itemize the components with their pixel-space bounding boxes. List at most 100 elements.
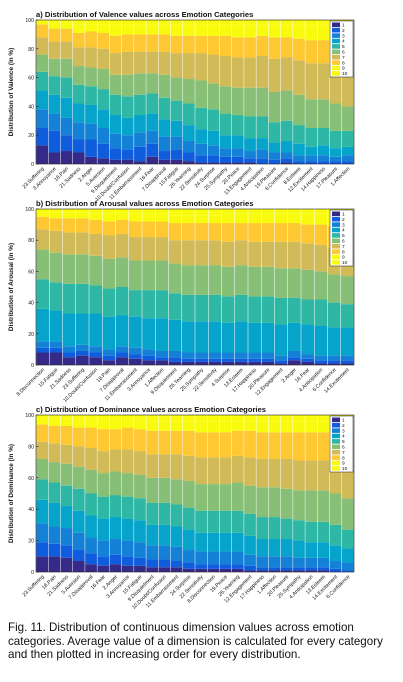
bar-segment xyxy=(182,321,195,353)
legend-label: 10 xyxy=(342,466,348,472)
bar-segment xyxy=(109,429,122,450)
bar-segment xyxy=(195,321,208,353)
bar-segment xyxy=(142,260,155,291)
bar-segment xyxy=(261,322,275,353)
bar-segment xyxy=(280,539,293,557)
bar-segment xyxy=(256,56,269,88)
bar-segment xyxy=(97,415,110,420)
bar-segment xyxy=(274,268,288,298)
bar-segment xyxy=(182,209,195,216)
legend-swatch xyxy=(332,455,340,460)
chart-title: c) Distribution of Dominance values acro… xyxy=(36,405,266,414)
bar-segment xyxy=(121,74,134,97)
bar-segment xyxy=(60,418,73,426)
bar-segment xyxy=(142,209,155,214)
bar-segment xyxy=(314,271,328,300)
bar-segment xyxy=(244,570,256,572)
y-axis-label: Distribution of Dominance (in %) xyxy=(8,444,15,543)
bar-segment xyxy=(170,546,183,562)
bar-segment xyxy=(207,432,220,458)
bar-segment xyxy=(36,109,48,128)
bar-segment xyxy=(305,432,318,461)
legend-swatch xyxy=(332,428,340,433)
bar-segment xyxy=(72,139,85,153)
bar-segment xyxy=(134,73,146,95)
bar-segment xyxy=(195,265,208,295)
bar-segment xyxy=(146,113,159,131)
bar-segment xyxy=(170,454,183,480)
bar-segment xyxy=(134,419,146,430)
bar-segment xyxy=(48,76,61,95)
bar-segment xyxy=(195,294,208,322)
legend-swatch xyxy=(332,466,340,471)
bar-segment xyxy=(102,360,116,365)
bar-segment xyxy=(231,87,244,116)
bar-segment xyxy=(36,458,48,480)
bar-segment xyxy=(48,58,61,77)
bar-segment xyxy=(134,520,146,543)
bar-segment xyxy=(195,568,207,572)
bar-segment xyxy=(102,221,116,236)
bar-segment xyxy=(60,444,73,464)
bar-segment xyxy=(76,313,89,345)
bar-segment xyxy=(208,358,222,362)
bar-segment xyxy=(219,484,232,511)
bar-segment xyxy=(221,241,235,267)
bar-segment xyxy=(170,136,183,150)
bar-segment xyxy=(327,360,341,364)
bar-segment xyxy=(134,161,146,164)
bar-segment xyxy=(268,58,281,92)
bar-segment xyxy=(183,140,195,153)
bar-segment xyxy=(207,551,220,565)
bar-segment xyxy=(231,37,244,58)
bar-segment xyxy=(280,488,293,519)
bar-segment xyxy=(219,568,232,572)
bar-segment xyxy=(208,265,222,295)
legend-label: 3 xyxy=(342,33,345,39)
bar-segment xyxy=(327,274,341,303)
bar-segment xyxy=(231,20,244,25)
bar-segment xyxy=(155,237,169,261)
bar-segment xyxy=(207,54,220,84)
bar-segment xyxy=(256,432,269,459)
bar-segment xyxy=(314,209,328,214)
bar-segment xyxy=(301,209,314,214)
bar-segment xyxy=(146,415,159,422)
bar-segment xyxy=(109,539,122,555)
bar-segment xyxy=(261,296,275,323)
bar-segment xyxy=(121,149,134,160)
bar-segment xyxy=(221,358,235,362)
bar-segment xyxy=(60,425,73,445)
bar-segment xyxy=(102,258,116,289)
bar-segment xyxy=(244,162,256,164)
bar-segment xyxy=(244,535,256,555)
bar-segment xyxy=(208,240,222,266)
bar-segment xyxy=(49,310,63,342)
bar-segment xyxy=(170,561,183,568)
bar-segment xyxy=(109,148,122,160)
bar-segment xyxy=(280,567,293,571)
bar-segment xyxy=(248,352,261,359)
bar-segment xyxy=(97,48,110,69)
bar-segment xyxy=(244,20,256,25)
bar-segment xyxy=(183,53,195,80)
bar-segment xyxy=(261,352,275,359)
bar-segment xyxy=(36,24,48,38)
bar-segment xyxy=(62,357,76,365)
bar-segment xyxy=(221,361,235,365)
bar-segment xyxy=(314,355,328,361)
bar-segment xyxy=(155,360,169,365)
bar-segment xyxy=(327,327,341,356)
bar-segment xyxy=(268,458,281,488)
bar-segment xyxy=(72,32,85,48)
bar-segment xyxy=(274,360,288,364)
bar-segment xyxy=(115,257,129,287)
bar-segment xyxy=(170,526,183,547)
bar-segment xyxy=(207,510,220,533)
bar-segment xyxy=(36,499,48,524)
bar-segment xyxy=(235,223,248,241)
bar-segment xyxy=(62,283,76,314)
bar-segment xyxy=(231,430,244,456)
bar-segment xyxy=(301,358,314,362)
bar-segment xyxy=(85,564,97,572)
